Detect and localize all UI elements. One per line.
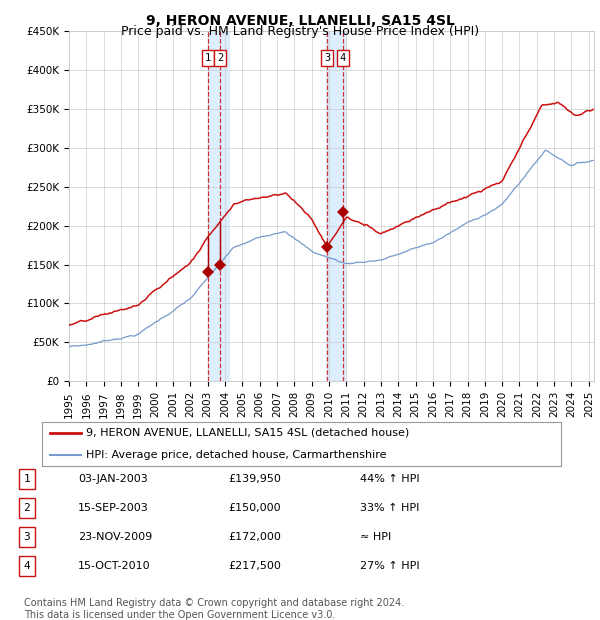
- Bar: [326, 31, 345, 381]
- Text: 23-NOV-2009: 23-NOV-2009: [78, 532, 152, 542]
- Text: 27% ↑ HPI: 27% ↑ HPI: [360, 561, 419, 571]
- Text: 9, HERON AVENUE, LLANELLI, SA15 4SL (detached house): 9, HERON AVENUE, LLANELLI, SA15 4SL (det…: [86, 428, 409, 438]
- Text: Contains HM Land Registry data © Crown copyright and database right 2024.
This d: Contains HM Land Registry data © Crown c…: [24, 598, 404, 620]
- Text: £172,000: £172,000: [228, 532, 281, 542]
- Text: 9, HERON AVENUE, LLANELLI, SA15 4SL: 9, HERON AVENUE, LLANELLI, SA15 4SL: [146, 14, 454, 28]
- Text: £139,950: £139,950: [228, 474, 281, 484]
- Text: 1: 1: [205, 53, 211, 63]
- Text: 4: 4: [340, 53, 346, 63]
- Text: 3: 3: [324, 53, 330, 63]
- Text: 4: 4: [23, 561, 31, 571]
- Text: 2: 2: [23, 503, 31, 513]
- Text: 03-JAN-2003: 03-JAN-2003: [78, 474, 148, 484]
- Text: 15-OCT-2010: 15-OCT-2010: [78, 561, 151, 571]
- Text: HPI: Average price, detached house, Carmarthenshire: HPI: Average price, detached house, Carm…: [86, 450, 386, 460]
- Text: Price paid vs. HM Land Registry's House Price Index (HPI): Price paid vs. HM Land Registry's House …: [121, 25, 479, 38]
- Text: 1: 1: [23, 474, 31, 484]
- Text: ≈ HPI: ≈ HPI: [360, 532, 391, 542]
- Bar: [208, 31, 229, 381]
- Text: 15-SEP-2003: 15-SEP-2003: [78, 503, 149, 513]
- Text: £150,000: £150,000: [228, 503, 281, 513]
- Text: 33% ↑ HPI: 33% ↑ HPI: [360, 503, 419, 513]
- Text: 2: 2: [217, 53, 223, 63]
- Text: £217,500: £217,500: [228, 561, 281, 571]
- Text: 44% ↑ HPI: 44% ↑ HPI: [360, 474, 419, 484]
- Text: 3: 3: [23, 532, 31, 542]
